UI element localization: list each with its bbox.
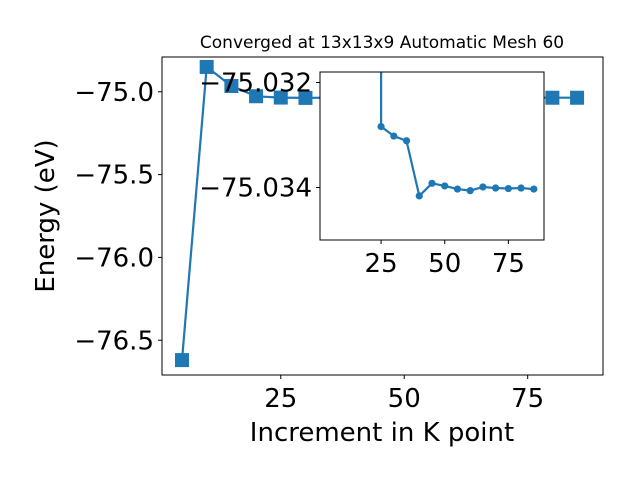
data-point-circle	[428, 179, 436, 187]
data-point-circle	[390, 132, 398, 140]
main-x-ticks: 25 50 75	[264, 375, 544, 414]
data-point-square	[249, 89, 264, 104]
data-point-square	[199, 59, 214, 74]
data-point-square	[273, 90, 288, 105]
y-tick-label: −76.5	[74, 326, 154, 356]
inset-chart: 25 50 75 −75.034 −75.032	[199, 69, 545, 279]
data-point-circle	[530, 185, 538, 193]
x-tick-label: 50	[428, 249, 461, 279]
data-point-square	[570, 90, 585, 105]
x-axis-label: Increment in K point	[250, 418, 514, 448]
data-point-circle	[402, 137, 411, 145]
data-point-square	[224, 78, 239, 93]
main-y-ticks: −75.0 −75.5 −76.0 −76.5	[74, 78, 162, 356]
data-point-circle	[466, 187, 474, 195]
inset-plot-frame	[319, 71, 545, 241]
inset-y-ticks: −75.034 −75.032	[199, 69, 320, 204]
x-tick-label: 25	[264, 384, 297, 414]
y-tick-label: −75.5	[74, 161, 154, 191]
inset-x-ticks: 25 50 75	[365, 240, 525, 279]
data-point-circle	[415, 192, 423, 200]
data-point-circle	[492, 184, 500, 192]
x-tick-label: 75	[511, 384, 544, 414]
chart-title: Converged at 13x13x9 Automatic Mesh 60	[200, 33, 564, 53]
inset-series	[377, 72, 538, 200]
data-point-circle	[517, 184, 525, 192]
y-tick-label: −75.0	[74, 78, 154, 108]
y-tick-label: −76.0	[74, 244, 154, 274]
x-tick-label: 25	[365, 249, 398, 279]
data-point-square	[298, 90, 313, 105]
data-point-square	[545, 90, 560, 105]
data-point-square	[175, 353, 190, 368]
y-axis-label: Energy (eV)	[31, 139, 61, 292]
x-tick-label: 75	[492, 249, 525, 279]
data-point-circle	[504, 184, 512, 193]
y-tick-label: −75.034	[199, 174, 312, 204]
data-point-circle	[441, 182, 449, 190]
data-point-circle	[479, 183, 487, 191]
inset-background	[320, 72, 544, 240]
y-tick-label: −75.032	[199, 69, 312, 99]
x-tick-label: 50	[388, 384, 421, 414]
main-plot-frame	[161, 56, 604, 376]
data-point-circle	[453, 185, 462, 193]
